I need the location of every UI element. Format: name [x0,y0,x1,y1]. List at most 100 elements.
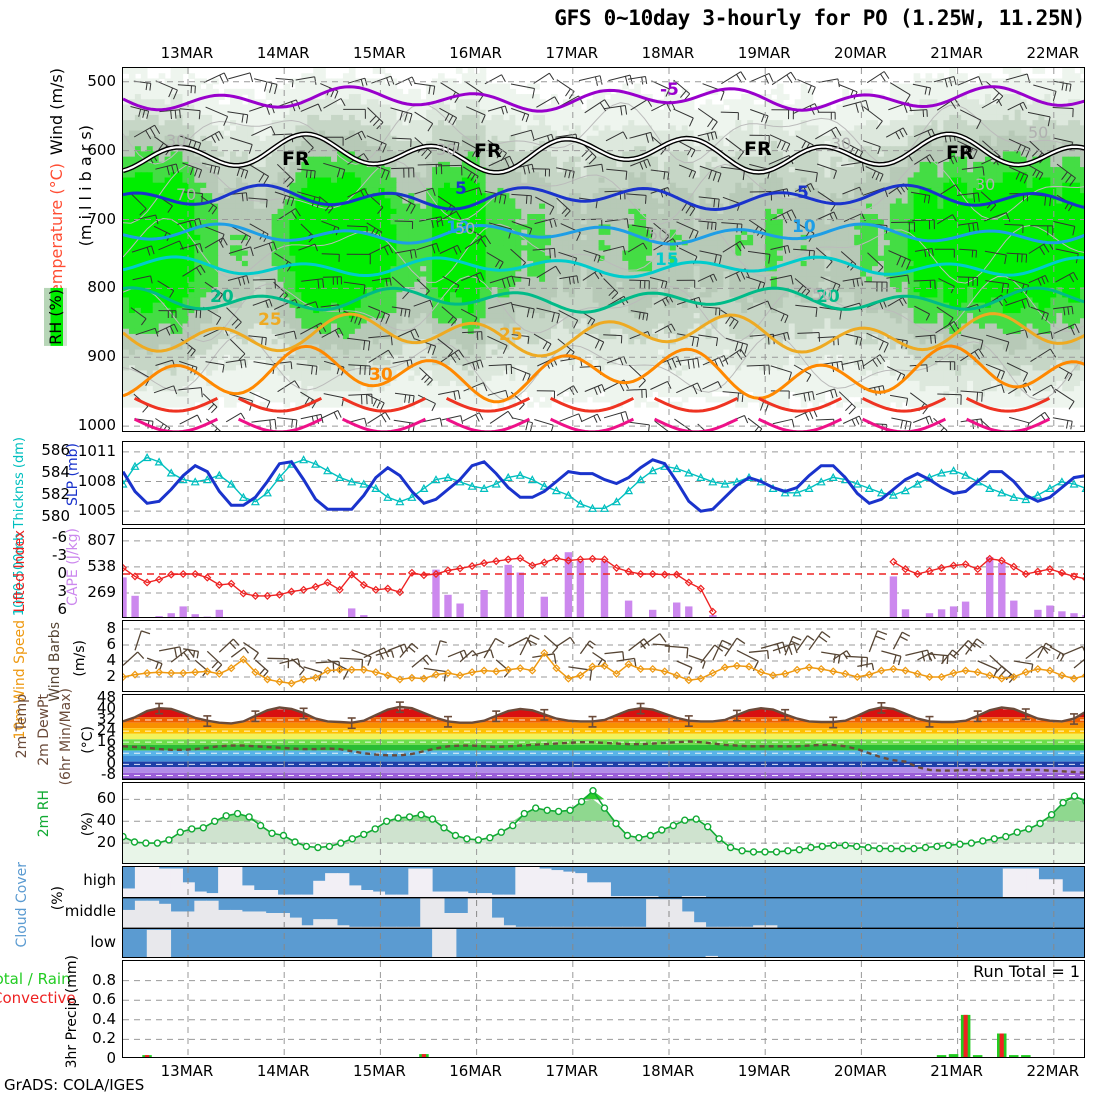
cape-tick: 538 [87,556,116,575]
pressure-tick: 1000 [77,416,116,435]
cape-lifted-index-panel-canvas [123,529,1084,617]
slp-tick: 1005 [77,501,116,520]
isotherm-label: 5 [797,183,809,203]
legend-total-rain: Total / Rain [0,970,71,988]
isotherm-label: 10 [446,218,470,238]
thickness-tick: 584 [41,462,70,481]
top-day-label: 19MAR [737,44,791,62]
run-total-annotation: Run Total = 1 [973,962,1080,981]
axis-label-2m-temp: 2m Temp [14,694,30,759]
top-day-label: 17MAR [545,44,599,62]
temp-tick: 24 [96,721,116,740]
isotherm-label: 25 [258,310,282,330]
rh-2m-tick: 60 [96,789,116,808]
isotherm-label: 5 [455,179,467,199]
temp-tick: 16 [96,732,116,751]
axis-label-2m-dewpt: 2m DewPt [36,694,52,766]
lifted-index-tick: 3 [57,582,67,601]
top-day-label: 14MAR [256,44,310,62]
axis-label-cloud-cover: Cloud Cover [14,862,30,948]
rh-contour-label: 30 [436,140,456,159]
wind-speed-tick: 6 [106,635,116,653]
cloud-cover-panel-canvas [123,867,1084,957]
axis-label-degc: (°C) [80,726,96,754]
thickness-tick: 580 [41,507,70,526]
precip-tick: 0 [106,1049,116,1067]
rh-contour-label: 30 [831,134,851,153]
rh-contour-label: 30 [166,131,186,150]
wind-speed-tick: 2 [106,667,116,685]
bottom-day-label: 18MAR [641,1062,695,1080]
isotherm-label: 20 [210,287,234,307]
bottom-day-label: 16MAR [449,1062,502,1080]
rh-2m-tick: 20 [96,833,116,852]
legend-convective: Convective [0,989,76,1007]
freezing-level-label: FR [282,148,310,170]
wind-speed-tick: 8 [106,619,116,637]
cape-tick: 269 [87,582,116,601]
axis-label-2m-rh: 2m RH [36,790,52,838]
rh-contour-label: 50 [455,219,475,238]
temp-tick: 0 [106,754,116,773]
thickness-tick: 586 [41,440,70,459]
thickness-tick: 582 [41,485,70,504]
isotherm-label: 25 [499,325,523,345]
temp-tick: 8 [106,743,116,762]
bottom-day-label: 14MAR [256,1062,310,1080]
rh-contour-label: 30 [975,175,995,194]
cape-tick: 807 [87,530,116,549]
bottom-day-label: 17MAR [545,1062,599,1080]
axis-label-wind: Wind (m/s) [47,68,66,156]
precip-tick: 0.4 [92,1009,116,1028]
rh-2m-tick: 40 [96,811,116,830]
rh-2m-panel-canvas [123,783,1084,863]
axis-label-wind-units: (m/s) [72,640,88,677]
cloud-row-label: high [83,871,116,890]
temp-tick: 40 [96,698,116,717]
pressure-tick: 900 [87,347,116,366]
slp-tick: 1011 [77,441,116,460]
axis-label-precip: 3hr Precip (mm) [64,955,80,1069]
lifted-index-tick: -3 [52,545,67,564]
rh-contour-label: 50 [812,285,832,304]
precip-panel-canvas: Run Total = 1 [123,961,1084,1057]
freezing-level-label: FR [946,142,974,164]
rh-contour-label: 50 [1028,123,1048,142]
precip-tick: 0.2 [92,1029,116,1048]
wind-speed-tick: 4 [106,651,116,669]
wind-10m-panel-canvas [123,621,1084,691]
pressure-tick: 700 [87,209,116,228]
pressure-tick: 600 [87,140,116,159]
bottom-day-label: 20MAR [834,1062,887,1080]
isotherm-label: 20 [816,287,840,307]
precip-panel: Run Total = 1 [122,960,1085,1058]
cloud-cover-panel [122,866,1085,958]
rh-2m-panel [122,782,1085,864]
temp-tick: 48 [96,687,116,706]
cloud-row-label: middle [64,902,116,920]
top-day-label: 15MAR [353,44,406,62]
axis-label-rh: RH (%) [44,288,67,346]
temp-tick: -8 [101,765,116,784]
axis-label-cape: CAPE (J/kg) [65,528,81,606]
temp-dewpt-panel-canvas [123,695,1084,779]
isotherm-label: 30 [369,365,393,385]
bottom-day-label: 19MAR [737,1062,791,1080]
lifted-index-tick: -6 [52,527,67,546]
rh-contour-label: 50 [648,225,668,244]
upper-air-panel: -5 5 5 10 10 15 20 20 25 25 30 FR FR FR FR 30 30 30 70 50 30… [122,67,1085,432]
rh-contour-label: 70 [176,185,196,204]
precip-tick: 0.6 [92,990,116,1009]
wind-10m-panel [122,620,1085,692]
freezing-level-label: FR [744,138,772,160]
isotherm-label: -5 [660,80,679,100]
freezing-level-label: FR [474,140,502,162]
cape-lifted-index-panel [122,528,1085,618]
bottom-day-label: 21MAR [930,1062,983,1080]
axis-label-temperature: Temperature (°C) [47,163,66,302]
precip-tick: 0.8 [92,970,116,989]
footer-credit: GrADS: COLA/IGES [4,1076,145,1094]
axis-label-cloud-units: (%) [50,886,66,911]
pressure-tick: 800 [87,278,116,297]
